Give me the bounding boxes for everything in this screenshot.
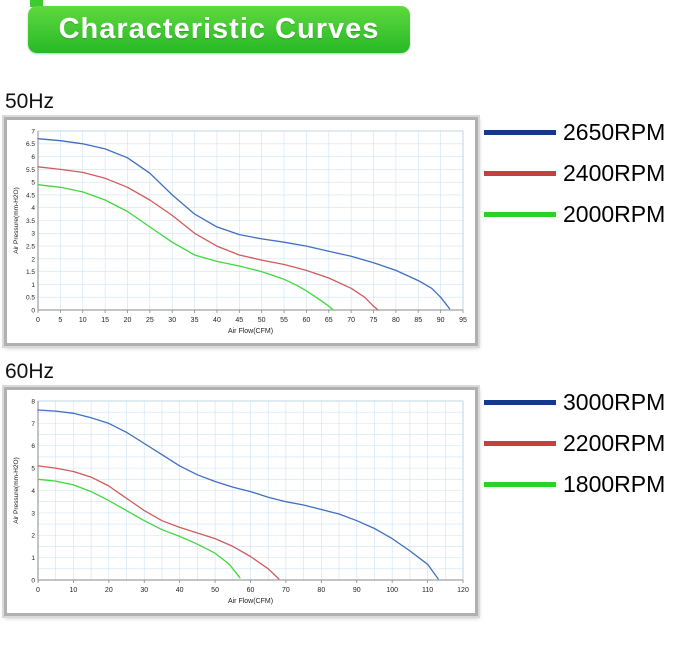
svg-text:100: 100 (386, 587, 398, 594)
svg-text:5: 5 (31, 466, 35, 473)
svg-text:2: 2 (31, 533, 35, 540)
svg-text:0: 0 (36, 587, 40, 594)
legend-item-3000rpm: 3000RPM (484, 387, 678, 417)
svg-text:3: 3 (31, 510, 35, 517)
legend-swatch-red (484, 440, 556, 446)
svg-text:Air Flow(CFM): Air Flow(CFM) (228, 598, 273, 605)
legend-swatch-blue (484, 399, 556, 405)
legend-label: 2400RPM (563, 159, 666, 186)
svg-text:45: 45 (235, 317, 243, 324)
svg-text:90: 90 (353, 587, 361, 594)
svg-text:25: 25 (146, 317, 154, 324)
svg-text:6: 6 (31, 154, 35, 161)
svg-text:2: 2 (31, 256, 35, 263)
svg-text:0: 0 (31, 577, 35, 584)
svg-text:20: 20 (105, 587, 113, 594)
svg-text:Air Flow(CFM): Air Flow(CFM) (228, 328, 273, 335)
svg-text:5: 5 (31, 180, 35, 187)
chart-50hz: 0 5 10 15 20 25 30 35 40 45 50 55 60 65 70 75 80 85 90 9500… (11, 124, 471, 339)
svg-text:35: 35 (191, 317, 199, 324)
svg-text:7: 7 (31, 128, 35, 135)
svg-text:4: 4 (31, 205, 35, 212)
svg-text:6.5: 6.5 (26, 141, 35, 148)
svg-text:20: 20 (124, 317, 132, 324)
svg-text:1.5: 1.5 (26, 269, 35, 276)
legend-item-2200rpm: 2200RPM (484, 428, 678, 458)
chart-panel-60hz: 0 10 20 30 40 50 60 70 80 90 100 110 120 0 1 2 3 4 5 6 7 8 Air… (2, 385, 480, 618)
svg-text:50: 50 (258, 317, 266, 324)
svg-text:30: 30 (140, 587, 148, 594)
legend-swatch-green (484, 481, 556, 487)
svg-text:2.5: 2.5 (26, 243, 35, 250)
svg-text:80: 80 (392, 317, 400, 324)
svg-text:5.5: 5.5 (26, 167, 35, 174)
svg-text:55: 55 (280, 317, 288, 324)
svg-text:70: 70 (282, 587, 290, 594)
legend-item-2650rpm: 2650RPM (484, 117, 678, 147)
section-label-50hz: 50Hz (5, 90, 55, 113)
legend-60hz: 3000RPM 2200RPM 1800RPM (484, 387, 678, 510)
svg-text:3: 3 (31, 231, 35, 238)
title-banner: Characteristic Curves (28, 6, 410, 53)
svg-text:75: 75 (370, 317, 378, 324)
svg-text:30: 30 (168, 317, 176, 324)
svg-text:60: 60 (247, 587, 255, 594)
legend-swatch-green (484, 211, 556, 217)
svg-text:40: 40 (213, 317, 221, 324)
legend-label: 2200RPM (563, 429, 666, 456)
section-label-60hz: 60Hz (5, 360, 55, 383)
svg-text:80: 80 (317, 587, 325, 594)
svg-text:0.5: 0.5 (26, 295, 35, 302)
legend-label: 3000RPM (563, 388, 666, 415)
svg-text:65: 65 (325, 317, 333, 324)
svg-text:10: 10 (79, 317, 87, 324)
svg-text:3.5: 3.5 (26, 218, 35, 225)
svg-text:120: 120 (457, 587, 469, 594)
svg-text:Air Pressure(mm-H2O): Air Pressure(mm-H2O) (13, 457, 20, 523)
legend-swatch-blue (484, 129, 556, 135)
legend-label: 2000RPM (563, 200, 666, 227)
green-sliver-decoration (30, 0, 43, 7)
chart-60hz: 0 10 20 30 40 50 60 70 80 90 100 110 120 0 1 2 3 4 5 6 7 8 Air… (11, 394, 471, 609)
svg-text:7: 7 (31, 421, 35, 428)
svg-text:0: 0 (31, 307, 35, 314)
legend-label: 1800RPM (563, 470, 666, 497)
page-title: Characteristic Curves (58, 13, 380, 45)
svg-text:1: 1 (31, 555, 35, 562)
legend-swatch-red (484, 170, 556, 176)
svg-text:60: 60 (303, 317, 311, 324)
svg-text:4: 4 (31, 488, 35, 495)
svg-text:50: 50 (211, 587, 219, 594)
legend-label: 2650RPM (563, 118, 666, 145)
svg-text:95: 95 (459, 317, 467, 324)
svg-text:10: 10 (70, 587, 78, 594)
svg-text:8: 8 (31, 398, 35, 405)
legend-item-1800rpm: 1800RPM (484, 469, 678, 499)
svg-text:110: 110 (422, 587, 433, 594)
svg-text:85: 85 (414, 317, 422, 324)
legend-item-2400rpm: 2400RPM (484, 158, 678, 188)
svg-text:6: 6 (31, 443, 35, 450)
chart-panel-50hz: 0 5 10 15 20 25 30 35 40 45 50 55 60 65 70 75 80 85 90 95 0 0… (2, 115, 480, 348)
svg-text:4.5: 4.5 (26, 192, 35, 199)
svg-text:Air Pressure(mm-H2O): Air Pressure(mm-H2O) (13, 187, 20, 253)
svg-text:5: 5 (58, 317, 62, 324)
svg-text:40: 40 (176, 587, 184, 594)
legend-50hz: 2650RPM 2400RPM 2000RPM (484, 117, 678, 240)
svg-text:1: 1 (31, 282, 35, 289)
svg-text:90: 90 (437, 317, 445, 324)
legend-item-2000rpm: 2000RPM (484, 199, 678, 229)
svg-text:70: 70 (347, 317, 355, 324)
svg-text:15: 15 (101, 317, 109, 324)
svg-text:0: 0 (36, 317, 40, 324)
